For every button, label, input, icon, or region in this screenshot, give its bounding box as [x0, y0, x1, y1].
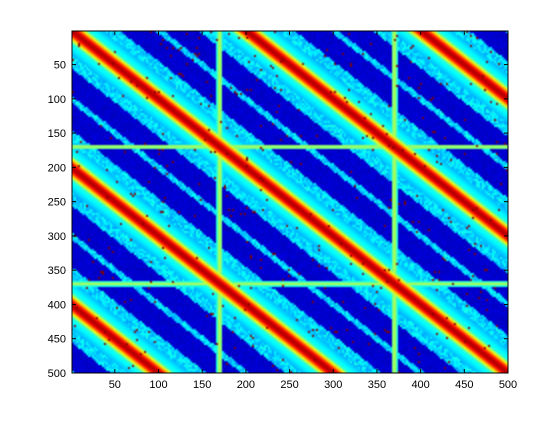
- y-tick-label: 350: [48, 265, 66, 277]
- y-tick-label: 150: [48, 128, 66, 140]
- y-axis: 50 100 150 200 250 300 350 400 450 500: [48, 60, 508, 380]
- y-tick-label: 200: [48, 162, 66, 174]
- x-tick-label: 250: [280, 379, 298, 391]
- x-tick-label: 50: [109, 379, 121, 391]
- y-tick-label: 300: [48, 231, 66, 243]
- y-tick-label: 100: [48, 94, 66, 106]
- heatmap-image-container: [72, 31, 508, 373]
- x-tick-label: 350: [368, 379, 386, 391]
- x-tick-label: 200: [237, 379, 255, 391]
- x-tick-label: 450: [455, 379, 473, 391]
- y-tick-label: 400: [48, 299, 66, 311]
- y-tick-label: 50: [54, 60, 66, 72]
- y-tick-label: 250: [48, 197, 66, 209]
- y-tick-label: 500: [48, 368, 66, 380]
- plot-area: [71, 30, 509, 374]
- x-tick-label: 500: [499, 379, 517, 391]
- x-tick-label: 300: [324, 379, 342, 391]
- x-tick-label: 150: [193, 379, 211, 391]
- x-tick-label: 100: [149, 379, 167, 391]
- heatmap-image: [72, 31, 508, 373]
- x-tick-label: 400: [411, 379, 429, 391]
- x-axis: 50 100 150 200 250 300 350 400 450 500: [109, 31, 517, 391]
- y-tick-label: 450: [48, 334, 66, 346]
